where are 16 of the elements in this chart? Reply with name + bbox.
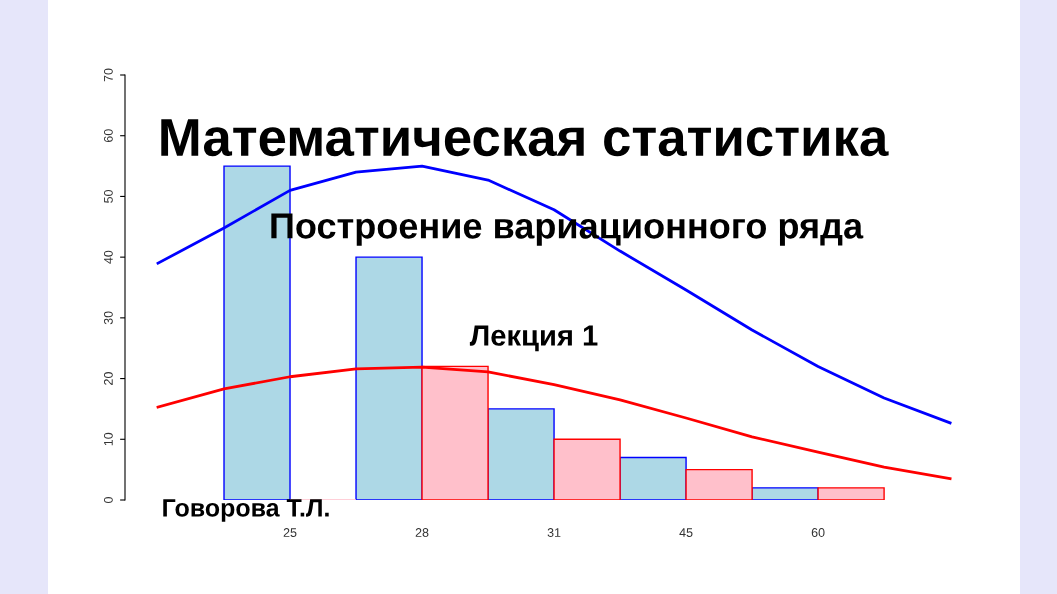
x-tick-label: 31	[547, 528, 561, 537]
annotation: Говорова Т.Л.	[163, 499, 329, 522]
y-tick-label: 20	[103, 372, 113, 385]
y-tick-label: 60	[103, 129, 113, 143]
y-tick-label: 50	[103, 189, 113, 203]
y-tick-label: 10	[103, 432, 113, 446]
y-tick-label: 70	[103, 68, 113, 82]
y-tick-label: 40	[103, 250, 113, 264]
text: Математическая статистика	[161, 119, 889, 157]
annotation: Лекция 1	[469, 325, 598, 352]
x-tick-label: 45	[679, 528, 693, 537]
y-tick-label: 30	[103, 311, 113, 325]
x-tick-label: 28	[415, 528, 429, 537]
y-tick-label: 0	[103, 497, 113, 503]
x-tick-label: 25	[283, 528, 297, 537]
x-tick-label: 60	[811, 528, 825, 537]
